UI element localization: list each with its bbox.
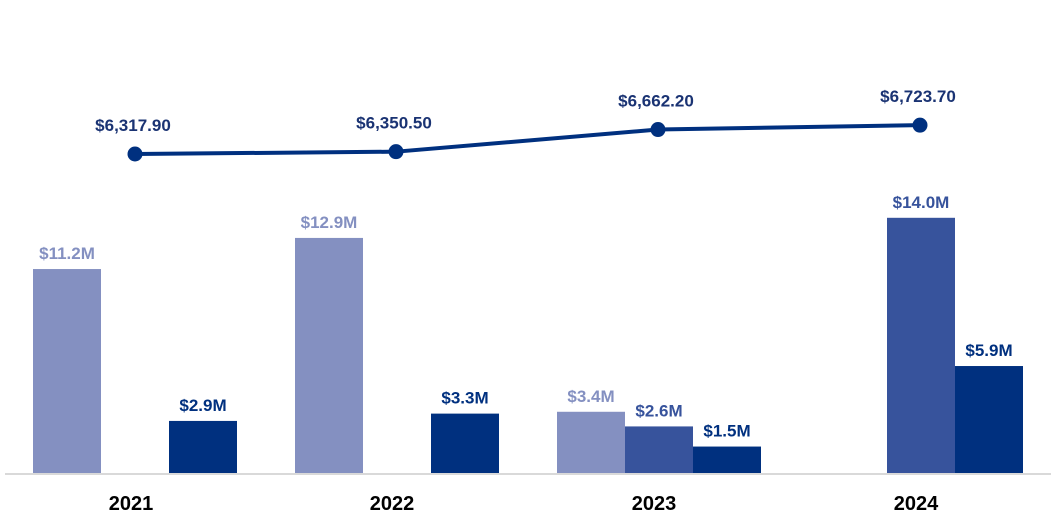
- category-label-2021: 2021: [109, 493, 154, 515]
- bar-value-label: $3.4M: [567, 387, 614, 406]
- bar-2024-series-2: [887, 217, 955, 475]
- bars-group: $11.2M $12.9M $3.4M $2.6M $14.0M $2.9M $3.3M $1…: [33, 193, 1023, 475]
- bar-value-label: $3.3M: [441, 389, 488, 408]
- bar-2023-series-2: [625, 426, 693, 474]
- line-point-2024: [912, 117, 928, 133]
- bar-value-label: $14.0M: [893, 193, 950, 212]
- line-point-2021: [127, 146, 143, 162]
- category-labels-group: 2021 2022 2023 2024: [109, 493, 939, 515]
- line-value-label: $6,350.50: [356, 114, 432, 133]
- line-value-label: $6,662.20: [618, 92, 694, 111]
- bar-value-label: $2.6M: [635, 401, 682, 420]
- bar-value-label: $11.2M: [39, 244, 95, 263]
- bar-value-label: $12.9M: [301, 213, 358, 232]
- line-value-label: $6,317.90: [95, 116, 171, 135]
- line-series-path: [134, 123, 921, 156]
- line-value-label: $6,723.70: [880, 87, 956, 106]
- bar-2022-series-3: [431, 413, 499, 474]
- bar-value-label: $1.5M: [703, 422, 750, 441]
- bar-2021-series-3: [169, 420, 237, 474]
- bar-2022-series-1: [295, 237, 363, 474]
- line-point-2022: [388, 144, 404, 160]
- category-label-2022: 2022: [370, 493, 415, 515]
- line-point-2023: [650, 122, 666, 138]
- bar-2023-series-3: [693, 446, 761, 474]
- bar-2023-series-1: [557, 411, 625, 474]
- bar-value-label: $5.9M: [965, 341, 1012, 360]
- line-series-group: $6,317.90 $6,350.50 $6,662.20 $6,723.70: [95, 87, 956, 162]
- bar-2024-series-3: [955, 366, 1023, 474]
- bar-2021-series-1: [33, 269, 101, 474]
- bar-value-label: $2.9M: [179, 396, 226, 415]
- category-label-2023: 2023: [632, 493, 677, 515]
- category-label-2024: 2024: [894, 493, 939, 515]
